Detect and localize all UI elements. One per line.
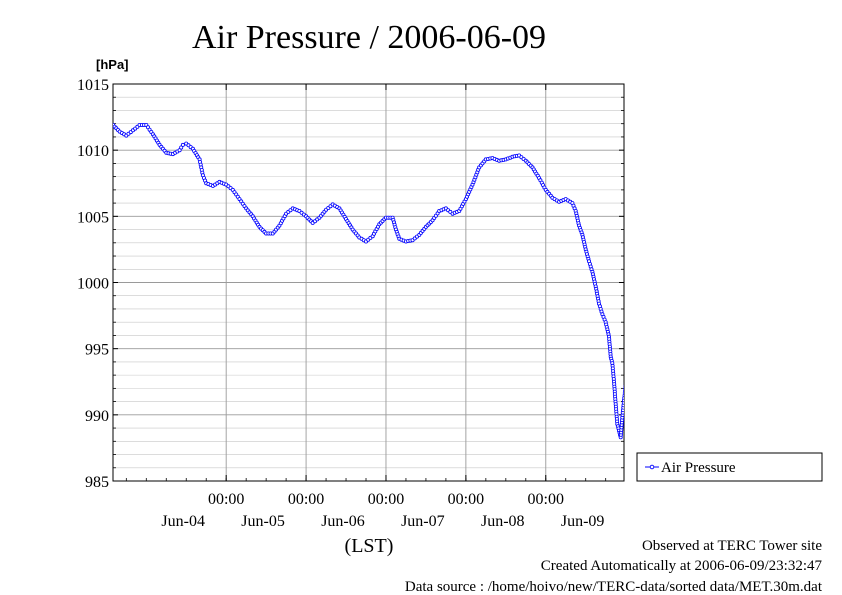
x-tick-label: 00:00 — [448, 491, 484, 508]
series-line — [113, 124, 624, 438]
y-tick-label: 995 — [85, 342, 109, 359]
footer-observed: Observed at TERC Tower site — [642, 538, 822, 554]
y-axis-unit: [hPa] — [96, 57, 129, 72]
data-point — [180, 142, 185, 147]
x-tick-label: 00:00 — [528, 491, 564, 508]
data-point — [626, 371, 629, 374]
legend-box — [636, 452, 823, 482]
legend: Air Pressure — [636, 452, 823, 482]
legend-marker — [649, 464, 655, 470]
series-air-pressure — [113, 123, 629, 440]
x-tick-label: 00:00 — [368, 491, 404, 508]
x-axis-label: (LST) — [345, 535, 394, 557]
x-date-label: Jun-08 — [481, 513, 525, 530]
data-point — [623, 384, 624, 387]
y-tick-label: 1010 — [77, 143, 109, 160]
y-tick-label: 985 — [85, 474, 109, 491]
x-date-label: Jun-04 — [161, 513, 205, 530]
data-point — [625, 379, 628, 382]
x-date-label: Jun-06 — [321, 513, 365, 530]
data-point — [623, 388, 624, 393]
legend-label: Air Pressure — [661, 460, 736, 476]
y-tick-label: 990 — [85, 408, 109, 425]
x-tick-label: 00:00 — [208, 491, 244, 508]
y-tick-label: 1015 — [77, 77, 109, 94]
data-point — [626, 368, 629, 371]
x-date-label: Jun-09 — [561, 513, 605, 530]
x-tick-label: 00:00 — [288, 491, 324, 508]
data-point — [625, 374, 628, 377]
data-point — [622, 391, 624, 395]
grid — [113, 84, 624, 481]
data-point — [625, 376, 628, 379]
y-tick-label: 1005 — [77, 209, 109, 226]
x-date-label: Jun-05 — [241, 513, 285, 530]
chart-title: Air Pressure / 2006-06-09 — [192, 19, 546, 56]
footer-created: Created Automatically at 2006-06-09/23:3… — [541, 558, 823, 574]
x-date-label: Jun-07 — [401, 513, 445, 530]
data-point — [623, 382, 624, 384]
data-point — [623, 386, 624, 390]
footer-source: Data source : /home/hoivo/new/TERC-data/… — [405, 579, 823, 595]
y-tick-label: 1000 — [77, 276, 109, 293]
axes: 985990995100010051010101500:00Jun-0400:0… — [77, 77, 624, 530]
